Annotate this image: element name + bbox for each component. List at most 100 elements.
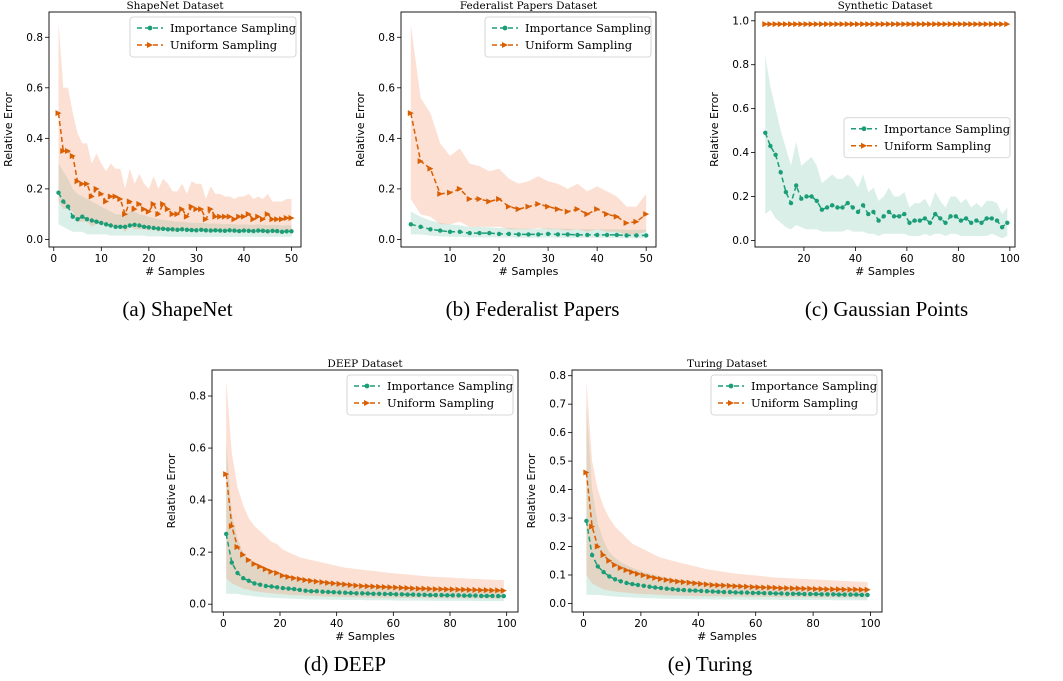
confidence-band-uniform bbox=[410, 24, 647, 235]
data-point-uniform bbox=[646, 573, 653, 580]
data-point-importance bbox=[979, 220, 984, 225]
data-point-importance bbox=[189, 227, 194, 233]
data-point-importance bbox=[830, 203, 835, 208]
data-point-importance bbox=[484, 593, 489, 599]
data-point-uniform bbox=[103, 198, 110, 205]
x-tick-label: 40 bbox=[849, 253, 862, 265]
data-point-importance bbox=[382, 591, 387, 597]
data-point-uniform bbox=[223, 471, 230, 478]
data-point-uniform bbox=[755, 584, 762, 591]
data-point-uniform bbox=[179, 206, 186, 213]
x-tick-label: 100 bbox=[860, 618, 880, 630]
data-point-uniform bbox=[643, 211, 650, 218]
data-point-importance bbox=[799, 196, 804, 201]
data-point-importance bbox=[835, 205, 840, 210]
data-point-uniform bbox=[496, 195, 503, 202]
data-point-uniform bbox=[732, 583, 739, 590]
x-tick-label: 80 bbox=[806, 618, 819, 630]
data-point-importance bbox=[89, 218, 95, 223]
data-point-uniform bbox=[839, 21, 846, 28]
data-point-uniform bbox=[830, 586, 837, 593]
legend-label: Importance Sampling bbox=[170, 21, 297, 35]
data-point-uniform bbox=[623, 219, 630, 226]
data-point-importance bbox=[630, 581, 635, 587]
confidence-band-importance bbox=[58, 163, 292, 237]
data-point-uniform bbox=[795, 585, 802, 592]
panel-deep: 0 20 40 60 80 100 0.0 0.2 0.4 0.6 0.8 DEEP Dataset #… bbox=[165, 357, 525, 681]
panel-gaussian: 20 40 60 80 100 0.0 0.2 0.4 0.6 0.8 1.0 Synthetic D… bbox=[708, 0, 1063, 330]
data-point-uniform bbox=[901, 21, 908, 28]
data-point-uniform bbox=[444, 586, 451, 593]
y-tick-label: 0.8 bbox=[732, 59, 749, 71]
data-point-importance bbox=[744, 590, 750, 595]
data-point-uniform bbox=[117, 195, 124, 202]
data-point-importance bbox=[687, 588, 692, 593]
data-point-uniform bbox=[122, 211, 129, 218]
data-point-uniform bbox=[993, 21, 1000, 28]
legend-marker-importance bbox=[364, 383, 370, 389]
axes-frame bbox=[571, 369, 883, 613]
data-point-uniform bbox=[217, 213, 224, 220]
data-point-uniform bbox=[824, 21, 831, 28]
data-point-importance bbox=[450, 593, 455, 598]
data-point-uniform bbox=[437, 190, 444, 197]
data-point-uniform bbox=[245, 556, 252, 563]
data-point-importance bbox=[438, 228, 443, 233]
data-point-importance bbox=[360, 591, 365, 596]
data-point-uniform bbox=[291, 575, 298, 582]
data-point-importance bbox=[422, 592, 427, 597]
data-point-importance bbox=[814, 198, 819, 204]
data-point-importance bbox=[286, 586, 291, 591]
data-point-importance bbox=[297, 587, 302, 593]
axes-frame bbox=[400, 11, 657, 248]
data-point-uniform bbox=[381, 584, 388, 591]
data-point-uniform bbox=[927, 21, 934, 28]
data-point-uniform bbox=[347, 581, 354, 588]
data-point-importance bbox=[456, 593, 461, 598]
data-point-uniform bbox=[202, 216, 209, 223]
data-point-uniform bbox=[535, 201, 542, 208]
data-point-importance bbox=[618, 579, 623, 584]
data-point-uniform bbox=[505, 203, 512, 210]
data-point-uniform bbox=[875, 21, 882, 28]
data-point-importance bbox=[80, 214, 85, 219]
data-point-uniform bbox=[803, 21, 810, 28]
data-point-importance bbox=[365, 591, 370, 596]
data-point-uniform bbox=[906, 21, 913, 28]
legend-marker-importance bbox=[147, 25, 153, 31]
data-point-importance bbox=[428, 227, 433, 232]
y-axis-label: Relative Error bbox=[525, 453, 538, 528]
data-point-importance bbox=[555, 232, 561, 237]
data-point-importance bbox=[279, 229, 285, 234]
x-tick-label: 100 bbox=[1000, 253, 1020, 265]
x-tick-label: 80 bbox=[952, 253, 965, 265]
panel-shapenet: 0 10 20 30 40 50 0.0 0.2 0.4 0.6 0.8 ShapeNet Datas… bbox=[0, 0, 355, 330]
x-axis-label: # Samples bbox=[697, 630, 757, 643]
data-point-uniform bbox=[449, 586, 456, 593]
data-point-importance bbox=[653, 585, 658, 590]
axes-frame bbox=[754, 11, 1016, 248]
data-point-importance bbox=[227, 228, 232, 233]
data-point-importance bbox=[222, 228, 228, 233]
data-point-uniform bbox=[594, 206, 601, 213]
data-point-importance bbox=[224, 531, 229, 537]
data-point-importance bbox=[589, 552, 595, 558]
data-point-uniform bbox=[812, 585, 819, 592]
data-point-uniform bbox=[589, 523, 596, 530]
data-point-importance bbox=[842, 592, 847, 597]
data-point-uniform bbox=[415, 585, 422, 592]
data-point-importance bbox=[269, 584, 274, 589]
chart-deep: 0 20 40 60 80 100 0.0 0.2 0.4 0.6 0.8 DEEP Dataset #… bbox=[165, 358, 519, 643]
data-point-importance bbox=[716, 589, 721, 594]
data-point-importance bbox=[447, 229, 453, 234]
confidence-band-uniform bbox=[58, 22, 292, 234]
data-point-uniform bbox=[268, 568, 275, 575]
data-point-uniform bbox=[198, 206, 205, 213]
x-tick-label: 50 bbox=[285, 253, 298, 265]
y-axis-label: Relative Error bbox=[2, 92, 15, 167]
data-point-importance bbox=[490, 593, 495, 599]
data-point-uniform bbox=[788, 21, 795, 28]
data-point-uniform bbox=[957, 21, 964, 28]
data-point-uniform bbox=[93, 185, 100, 192]
chart-shapenet: 0 10 20 30 40 50 0.0 0.2 0.4 0.6 0.8 ShapeNet Datas… bbox=[2, 0, 302, 278]
